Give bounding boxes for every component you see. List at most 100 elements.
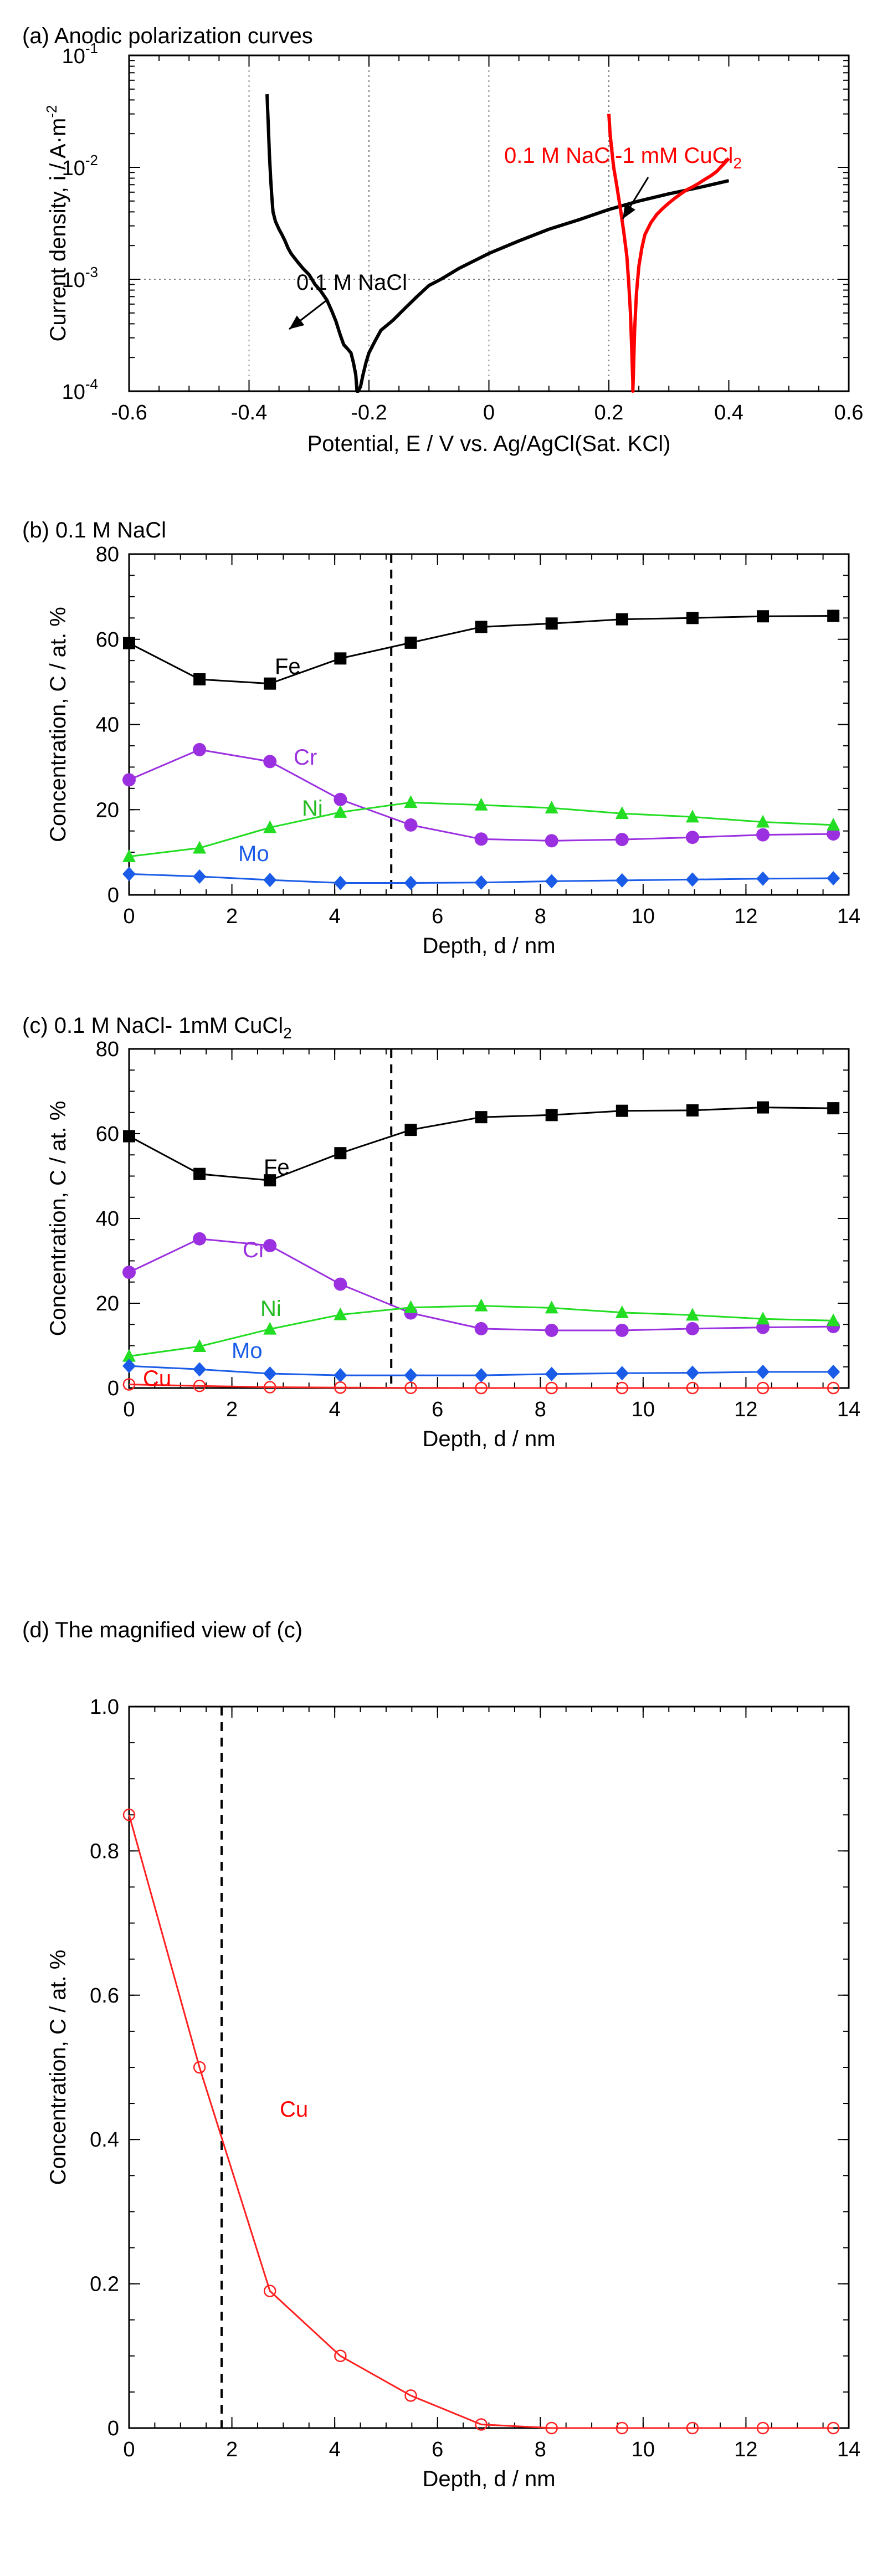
panel-a-x-axis-label: Potential, E / V vs. Ag/AgCl(Sat. KCl)	[307, 432, 671, 456]
panel-b-series-fe-marker	[334, 652, 347, 665]
panel-c-x-tick-label: 4	[329, 1398, 341, 1421]
panel-c-y-tick-label: 60	[96, 1123, 119, 1146]
panel-b-series-mo-marker	[615, 873, 629, 888]
panel-c-series-cr-marker	[122, 1266, 136, 1279]
panel-d-plot-frame	[128, 1706, 850, 2429]
panel-d-series-cu-marker	[263, 2285, 276, 2297]
panel-c-series-ni-marker	[193, 1339, 207, 1353]
panel-c-series-ni-marker	[545, 1300, 558, 1314]
panel-c-title: (c) 0.1 M NaCl- 1mM CuCl2	[22, 1013, 292, 1042]
panel-b-x-tick-label: 14	[837, 905, 860, 928]
panel-c-series-ni-marker	[615, 1305, 629, 1318]
panel-c-series-fe-marker	[404, 1124, 417, 1136]
panel-a-series-0-1-m-nacl-1-mm-cucl2-line	[607, 114, 730, 393]
panel-b-title: (b) 0.1 M NaCl	[22, 518, 166, 542]
panel-b-series-mo-marker	[122, 867, 136, 882]
panel-d-x-tick-label: 14	[837, 2438, 860, 2461]
panel-b-y-tick-label: 20	[96, 798, 119, 822]
panel-c-series-cu-marker	[334, 1381, 347, 1394]
panel-b-series-fe-marker	[616, 613, 628, 626]
panel-c-y-tick-label: 40	[96, 1207, 119, 1231]
panel-d-series-cu-marker	[334, 2349, 347, 2363]
panel-c-x-tick-label: 0	[123, 1398, 135, 1421]
panel-c-series-cu-marker	[193, 1379, 206, 1392]
panel-b-series-mo-marker	[404, 875, 418, 890]
panel-c-series-ni-marker	[685, 1308, 699, 1321]
panel-c-series-fe-marker	[475, 1111, 488, 1124]
panel-c-series-mo-marker	[756, 1364, 770, 1379]
panel-c-series-cr-marker	[263, 1238, 277, 1252]
panel-b-series-cr-marker	[474, 832, 488, 846]
panel-d-series-cu-marker	[122, 1809, 136, 1821]
panel-c-series-ni-marker	[122, 1349, 136, 1362]
panel-b-series-mo-marker	[685, 872, 699, 887]
panel-c-series-cr-marker	[334, 1277, 347, 1291]
panel-b-series-mo-marker	[334, 875, 347, 890]
panel-d-y-tick-label: 0.4	[90, 2128, 119, 2152]
panel-c-series-mo-marker	[193, 1362, 207, 1377]
panel-a-x-tick-label: -0.6	[111, 401, 147, 424]
panel-b-series-fe-marker	[404, 636, 417, 649]
panel-c-series-mo-marker	[122, 1359, 136, 1374]
panel-b-series-cr-marker	[263, 755, 277, 769]
panel-b-x-tick-label: 10	[632, 905, 655, 928]
panel-a-title: (a) Anodic polarization curves	[22, 24, 313, 48]
panel-d-x-tick-label: 6	[432, 2438, 443, 2461]
panel-a-series-0-1-m-nacl-line	[265, 94, 730, 393]
panel-b-label-fe: Fe	[275, 654, 301, 679]
panel-b-series-mo-marker	[193, 869, 207, 884]
panel-a-label-nacl-cucl2: 0.1 M NaCl-1 mM CuCl2	[504, 144, 742, 172]
panel-b-series-cr-marker	[615, 833, 629, 847]
panel-b-series-fe-marker	[545, 617, 558, 630]
panel-b-series-ni-marker	[263, 820, 277, 833]
panel-c-series-cu-marker	[756, 1381, 770, 1395]
panel-c-series-fe-marker	[123, 1130, 135, 1143]
panel-c-y-tick-label: 80	[96, 1038, 119, 1061]
panel-d-series-cu-marker	[404, 2389, 417, 2402]
panel-c-series-ni-marker	[263, 1322, 277, 1335]
panel-b-series-mo-marker	[827, 871, 840, 886]
panel-d-series-cu-marker	[616, 2421, 629, 2435]
panel-c-y-tick-label: 0	[107, 1377, 119, 1400]
panel-c-label-cr: Cr	[243, 1238, 266, 1262]
panel-c-series-mo-marker	[263, 1366, 277, 1381]
panel-c-label-cu: Cu	[143, 1366, 171, 1391]
panel-a-x-tick-label: 0.6	[834, 401, 864, 424]
panel-c-x-tick-label: 12	[734, 1398, 757, 1421]
panel-c-series-ni-marker	[756, 1312, 770, 1325]
panel-c-series-fe-marker	[616, 1104, 628, 1117]
panel-a-x-tick-label: 0.2	[594, 401, 624, 424]
panel-a: (a) Anodic polarization curves -0.6 -0.4 -0…	[22, 24, 863, 456]
panel-b-label-cr: Cr	[294, 745, 317, 770]
panel-b-plot-frame	[128, 553, 850, 896]
panel-b-x-tick-label: 12	[734, 905, 757, 928]
panel-d-series-cu-marker	[686, 2421, 699, 2435]
panel-b-series-ni-marker	[685, 810, 699, 823]
panel-c-y-axis-label: Concentration, C / at. %	[46, 1101, 70, 1336]
panel-b-y-tick-label: 60	[96, 628, 119, 652]
panel-b-series-cr-marker	[545, 834, 558, 848]
panel-c-series-fe-marker	[334, 1147, 347, 1160]
panel-d-x-tick-label: 10	[632, 2438, 655, 2461]
panel-b-x-tick-label: 2	[226, 905, 238, 928]
panel-c-series-cr-marker	[474, 1322, 488, 1335]
panel-a-y-axis-label: Current density, i / A·m-2	[43, 105, 70, 342]
panel-a-arrow-nacl-cucl2-head	[623, 203, 635, 219]
panel-c-series-ni-marker	[334, 1307, 347, 1320]
panel-b-label-mo: Mo	[238, 842, 269, 866]
panel-b-y-tick-label: 80	[96, 543, 119, 566]
panel-b-series-fe-marker	[827, 610, 840, 622]
panel-c-series-cu-marker	[827, 1381, 840, 1395]
panel-c-series-fe-marker	[686, 1104, 699, 1117]
panel-b-series-cr-marker	[193, 742, 207, 756]
panel-a-plot-frame	[128, 54, 850, 392]
panel-c-series-cr-marker	[545, 1323, 558, 1337]
panel-b-series-cr-marker	[404, 818, 418, 832]
panel-b-x-tick-label: 4	[329, 905, 341, 928]
panel-c-series-cu-marker	[263, 1381, 276, 1394]
panel-b-x-tick-label: 8	[535, 905, 546, 928]
panel-c-series-cr-marker	[685, 1322, 699, 1335]
panel-b-series-ni-marker	[827, 817, 840, 831]
